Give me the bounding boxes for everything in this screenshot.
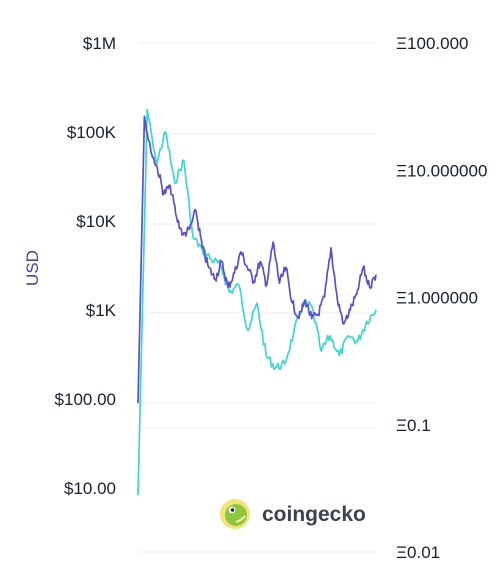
usd-price-line xyxy=(137,115,377,404)
right-tick-label: Ξ100.000 xyxy=(396,34,469,53)
right-axis: Ξ100.000 Ξ10.000000 Ξ1.000000 Ξ0.1 Ξ0.01 xyxy=(396,34,487,562)
right-tick-label: Ξ1.000000 xyxy=(396,289,478,308)
right-tick-label: Ξ10.000000 xyxy=(396,161,487,180)
left-axis: $1M $100K $10K $1K $100.00 $10.00 xyxy=(55,34,117,498)
coingecko-logo: coingecko xyxy=(220,499,366,529)
gecko-icon xyxy=(220,499,250,529)
grid-layer xyxy=(138,42,376,553)
series-layer xyxy=(137,108,377,496)
left-tick-label: $1K xyxy=(86,301,117,320)
left-tick-label: $10K xyxy=(76,212,116,231)
right-tick-label: Ξ0.01 xyxy=(396,543,440,562)
y-axis-label: USD xyxy=(23,250,42,286)
left-tick-label: $100.00 xyxy=(55,390,116,409)
left-tick-label: $1M xyxy=(83,34,116,53)
left-tick-label: $100K xyxy=(67,123,117,142)
left-tick-label: $10.00 xyxy=(64,479,116,498)
right-tick-label: Ξ0.1 xyxy=(396,416,431,435)
logo-text: coingecko xyxy=(262,503,366,526)
eth-price-line xyxy=(137,108,377,496)
